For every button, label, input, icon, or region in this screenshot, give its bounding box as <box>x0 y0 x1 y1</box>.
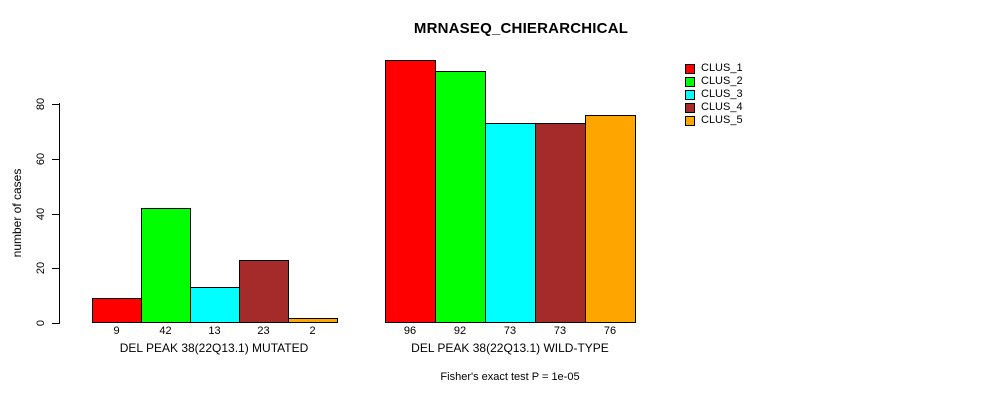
bar-value-label: 9 <box>113 325 120 337</box>
y-tick-mark <box>52 158 59 160</box>
legend-color-swatch <box>685 63 695 74</box>
y-tick-mark <box>52 104 59 105</box>
legend-color-swatch <box>685 89 695 100</box>
bar-value-label: 42 <box>159 325 172 337</box>
y-tick-label: 40 <box>35 207 47 220</box>
legend-row: CLUS_1 <box>685 62 743 75</box>
y-tick-label: 60 <box>35 152 47 165</box>
bar-value-label: 13 <box>208 325 221 337</box>
chart-title: MRNASEQ_CHIERARCHICAL <box>413 20 629 37</box>
legend-color-swatch <box>685 115 695 126</box>
legend-label: CLUS_3 <box>701 88 743 100</box>
bar-value-label: 73 <box>553 325 567 337</box>
bar-value-label: 96 <box>403 325 417 337</box>
x-axis-group-label-mutated: DEL PEAK 38(22Q13.1) MUTATED <box>119 341 309 355</box>
legend-row: CLUS_2 <box>685 75 743 88</box>
y-tick-mark <box>52 213 59 215</box>
bar-clus-1 <box>385 60 436 323</box>
bar-clus-5 <box>585 115 636 323</box>
footer-annotation: Fisher's exact test P = 1e-05 <box>440 371 580 383</box>
bar-clus-2 <box>141 208 191 323</box>
y-axis-line <box>59 103 60 324</box>
y-tick-mark <box>52 323 59 324</box>
legend-color-swatch <box>685 102 695 113</box>
y-tick-label: 20 <box>35 262 47 275</box>
y-tick-label: 0 <box>35 319 47 327</box>
bar-value-label: 23 <box>257 325 270 337</box>
bar-clus-3 <box>485 123 536 323</box>
bar-clus-4 <box>239 260 289 323</box>
legend-label: CLUS_5 <box>701 114 743 126</box>
legend-color-swatch <box>685 76 695 87</box>
legend-label: CLUS_2 <box>701 75 743 87</box>
bar-clus-3 <box>190 287 240 323</box>
legend-row: CLUS_4 <box>685 101 743 114</box>
bar-value-label: 2 <box>309 325 316 337</box>
bar-clus-1 <box>92 298 142 323</box>
legend-row: CLUS_5 <box>685 114 743 127</box>
x-axis-group-label-wild-type: DEL PEAK 38(22Q13.1) WILD-TYPE <box>411 341 609 355</box>
legend-row: CLUS_3 <box>685 88 743 101</box>
bar-value-label: 73 <box>503 325 517 337</box>
bar-value-label: 92 <box>453 325 467 337</box>
y-tick-label: 80 <box>35 97 47 111</box>
bar-clus-2 <box>435 71 486 323</box>
legend-label: CLUS_4 <box>701 101 743 113</box>
legend: CLUS_1 CLUS_2 CLUS_3 CLUS_4 CLUS_5 <box>685 62 743 127</box>
y-axis-label: number of cases <box>10 168 24 258</box>
y-tick-mark <box>52 268 59 270</box>
bar-clus-5 <box>288 318 338 323</box>
bar-clus-4 <box>535 123 586 323</box>
bar-value-label: 76 <box>603 325 617 337</box>
legend-label: CLUS_1 <box>701 62 743 74</box>
